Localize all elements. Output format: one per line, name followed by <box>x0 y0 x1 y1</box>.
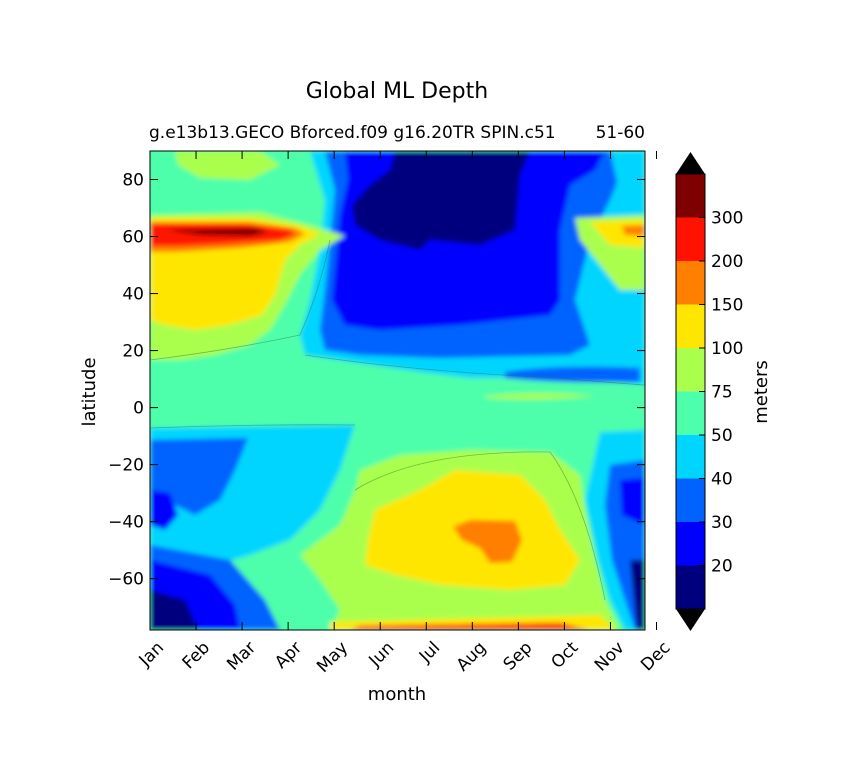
chart-title: Global ML Depth <box>306 79 488 104</box>
colorbar-segment <box>676 565 705 609</box>
chart-subtitle: g.e13b13.GECO Bforced.f09 g16.20TR SPIN.… <box>149 123 556 143</box>
region-300-400-north-winter <box>165 228 268 236</box>
region-10-20-north-summer <box>352 151 530 250</box>
colorbar-segment <box>676 304 705 348</box>
region-30-40-band-20n <box>505 366 640 383</box>
y-tick-label: 80 <box>122 171 144 191</box>
colorbar-tick-label: 75 <box>711 383 733 403</box>
x-tick-label: Sep <box>500 638 537 675</box>
region-20-30-south-winter <box>150 490 178 530</box>
region-75-100-arctic-feb <box>175 151 280 180</box>
x-tick-label: Mar <box>223 638 260 675</box>
plot-frame <box>149 150 646 631</box>
x-tick-label: Feb <box>179 638 214 673</box>
y-tick-label: 20 <box>122 342 144 362</box>
x-tick-label: Oct <box>548 638 583 673</box>
colorbar-tick-label: 200 <box>711 252 743 272</box>
x-tick-label: Apr <box>271 638 306 673</box>
colorbar-tick-label: 300 <box>711 209 743 229</box>
y-axis: 80 60 40 20 0 −20 −40 −60 <box>108 171 645 590</box>
colorbar-tick-label: 50 <box>711 426 733 446</box>
x-tick-label: Jan <box>135 638 168 671</box>
x-axis-label: month <box>368 684 426 705</box>
y-tick-label: 40 <box>122 285 144 305</box>
region-40-50-arctic-nov <box>610 151 645 195</box>
colorbar-tick-label: 40 <box>711 470 733 490</box>
colorbar-label: meters <box>751 360 772 424</box>
y-tick-label: 60 <box>122 228 144 248</box>
colorbar-segment <box>676 217 705 261</box>
x-tick-label: Jul <box>415 638 444 667</box>
contour-lines <box>150 239 645 601</box>
region-75-100-band-4n <box>485 393 595 400</box>
contour-field <box>150 151 645 630</box>
x-tick-label: Dec <box>637 638 674 675</box>
region-10-20-south-jan <box>150 590 198 630</box>
y-tick-label: −40 <box>108 513 144 533</box>
y-axis-label: latitude <box>79 357 100 426</box>
region-150-200-north-dec <box>622 225 645 236</box>
chart-subtitle-range: 51-60 <box>596 123 645 143</box>
colorbar-tick-label: 150 <box>711 296 743 316</box>
x-tick-label: Aug <box>453 638 491 676</box>
y-tick-label: −20 <box>108 456 144 476</box>
contour-regions <box>150 151 645 630</box>
colorbar-extend-min <box>676 609 705 631</box>
region-30-40-south-winter <box>150 438 248 515</box>
region-20-30-south-dec <box>620 478 645 525</box>
x-tick-label: Jun <box>365 638 399 672</box>
colorbar-tick-label: 100 <box>711 339 743 359</box>
colorbar-segment <box>676 174 705 218</box>
colorbar-extend-max <box>676 152 705 174</box>
colorbar-segment <box>676 478 705 522</box>
colorbar-segment <box>676 522 705 566</box>
colorbar-segment <box>676 391 705 435</box>
colorbar-tick-label: 20 <box>711 557 733 577</box>
x-tick-label: Nov <box>591 638 629 676</box>
region-10-20-south-dec <box>630 560 645 630</box>
region-150-200-south-winter <box>453 520 522 563</box>
colorbar-tick-label: 30 <box>711 513 733 533</box>
y-tick-label: 0 <box>133 399 144 419</box>
y-tick-label: −60 <box>108 570 144 590</box>
colorbar: 20 30 40 50 75 100 150 200 300 <box>675 152 743 631</box>
colorbar-segment <box>676 261 705 305</box>
colorbar-segment <box>676 348 705 392</box>
x-tick-label: May <box>313 638 352 677</box>
colorbar-segment <box>676 435 705 479</box>
region-200-300-south-pole <box>350 623 590 630</box>
